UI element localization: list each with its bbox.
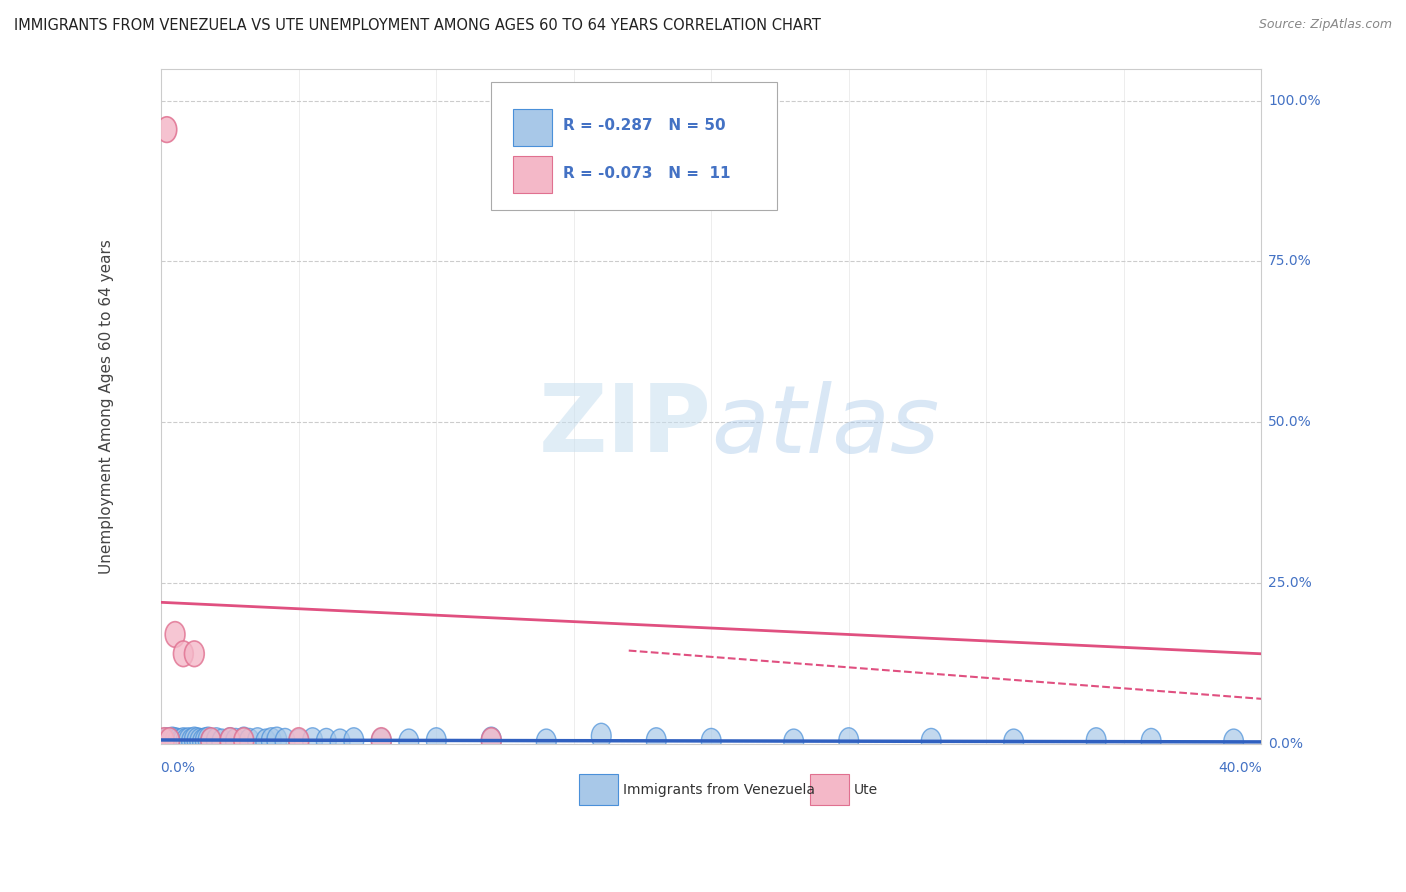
- Text: 40.0%: 40.0%: [1219, 761, 1263, 775]
- Ellipse shape: [226, 729, 246, 754]
- Ellipse shape: [173, 728, 193, 754]
- Ellipse shape: [160, 729, 180, 754]
- Ellipse shape: [165, 622, 186, 648]
- Ellipse shape: [647, 728, 666, 754]
- Ellipse shape: [426, 728, 446, 754]
- Ellipse shape: [316, 729, 336, 754]
- Text: 75.0%: 75.0%: [1268, 254, 1312, 268]
- Text: ZIP: ZIP: [538, 380, 711, 473]
- FancyBboxPatch shape: [579, 774, 617, 805]
- Text: 100.0%: 100.0%: [1268, 94, 1320, 108]
- Text: Source: ZipAtlas.com: Source: ZipAtlas.com: [1258, 18, 1392, 31]
- Ellipse shape: [330, 729, 350, 755]
- Ellipse shape: [198, 727, 218, 753]
- Ellipse shape: [176, 729, 195, 754]
- Ellipse shape: [165, 729, 186, 755]
- Text: 0.0%: 0.0%: [1268, 737, 1303, 751]
- Ellipse shape: [1087, 728, 1107, 754]
- Ellipse shape: [1004, 729, 1024, 755]
- Ellipse shape: [221, 728, 240, 754]
- Ellipse shape: [276, 729, 295, 754]
- Text: R = -0.287   N = 50: R = -0.287 N = 50: [562, 119, 725, 134]
- Text: Immigrants from Venezuela: Immigrants from Venezuela: [623, 783, 815, 797]
- Ellipse shape: [190, 729, 209, 754]
- Ellipse shape: [160, 728, 180, 754]
- Ellipse shape: [221, 728, 240, 754]
- Ellipse shape: [181, 729, 201, 754]
- Text: IMMIGRANTS FROM VENEZUELA VS UTE UNEMPLOYMENT AMONG AGES 60 TO 64 YEARS CORRELAT: IMMIGRANTS FROM VENEZUELA VS UTE UNEMPLO…: [14, 18, 821, 33]
- Ellipse shape: [157, 117, 177, 143]
- Ellipse shape: [256, 729, 276, 755]
- FancyBboxPatch shape: [491, 82, 778, 211]
- Ellipse shape: [1142, 729, 1161, 754]
- Ellipse shape: [288, 728, 309, 754]
- Ellipse shape: [288, 729, 309, 755]
- FancyBboxPatch shape: [513, 156, 551, 194]
- Ellipse shape: [187, 728, 207, 754]
- Ellipse shape: [167, 729, 188, 754]
- Ellipse shape: [839, 728, 859, 754]
- Ellipse shape: [173, 641, 193, 666]
- Ellipse shape: [207, 728, 226, 754]
- Ellipse shape: [247, 728, 267, 754]
- Ellipse shape: [921, 729, 941, 754]
- Ellipse shape: [193, 729, 212, 755]
- Text: 50.0%: 50.0%: [1268, 416, 1312, 429]
- Ellipse shape: [783, 729, 804, 755]
- Ellipse shape: [201, 728, 221, 754]
- Ellipse shape: [262, 728, 281, 754]
- Ellipse shape: [179, 728, 198, 754]
- Ellipse shape: [344, 728, 364, 754]
- Ellipse shape: [184, 727, 204, 753]
- Text: Ute: Ute: [855, 783, 879, 797]
- Ellipse shape: [371, 728, 391, 754]
- Ellipse shape: [371, 729, 391, 754]
- Ellipse shape: [212, 729, 232, 755]
- Ellipse shape: [267, 727, 287, 753]
- Ellipse shape: [163, 727, 183, 753]
- Ellipse shape: [165, 728, 186, 754]
- Ellipse shape: [184, 641, 204, 666]
- Text: Unemployment Among Ages 60 to 64 years: Unemployment Among Ages 60 to 64 years: [98, 239, 114, 574]
- Ellipse shape: [702, 729, 721, 754]
- Ellipse shape: [195, 728, 215, 754]
- Ellipse shape: [155, 728, 174, 754]
- Ellipse shape: [233, 727, 253, 753]
- Ellipse shape: [592, 723, 612, 749]
- Ellipse shape: [481, 727, 501, 753]
- Ellipse shape: [155, 729, 174, 754]
- Ellipse shape: [233, 728, 253, 754]
- FancyBboxPatch shape: [810, 774, 849, 805]
- Ellipse shape: [170, 729, 190, 755]
- Text: 25.0%: 25.0%: [1268, 576, 1312, 590]
- Text: R = -0.073   N =  11: R = -0.073 N = 11: [562, 166, 730, 181]
- Ellipse shape: [239, 729, 259, 754]
- Ellipse shape: [1223, 729, 1243, 755]
- Text: 0.0%: 0.0%: [160, 761, 195, 775]
- Ellipse shape: [399, 729, 419, 755]
- FancyBboxPatch shape: [513, 109, 551, 146]
- Text: atlas: atlas: [711, 381, 939, 472]
- Ellipse shape: [157, 728, 177, 754]
- Ellipse shape: [201, 729, 221, 754]
- Ellipse shape: [536, 729, 557, 755]
- Ellipse shape: [302, 728, 322, 754]
- Ellipse shape: [481, 728, 501, 754]
